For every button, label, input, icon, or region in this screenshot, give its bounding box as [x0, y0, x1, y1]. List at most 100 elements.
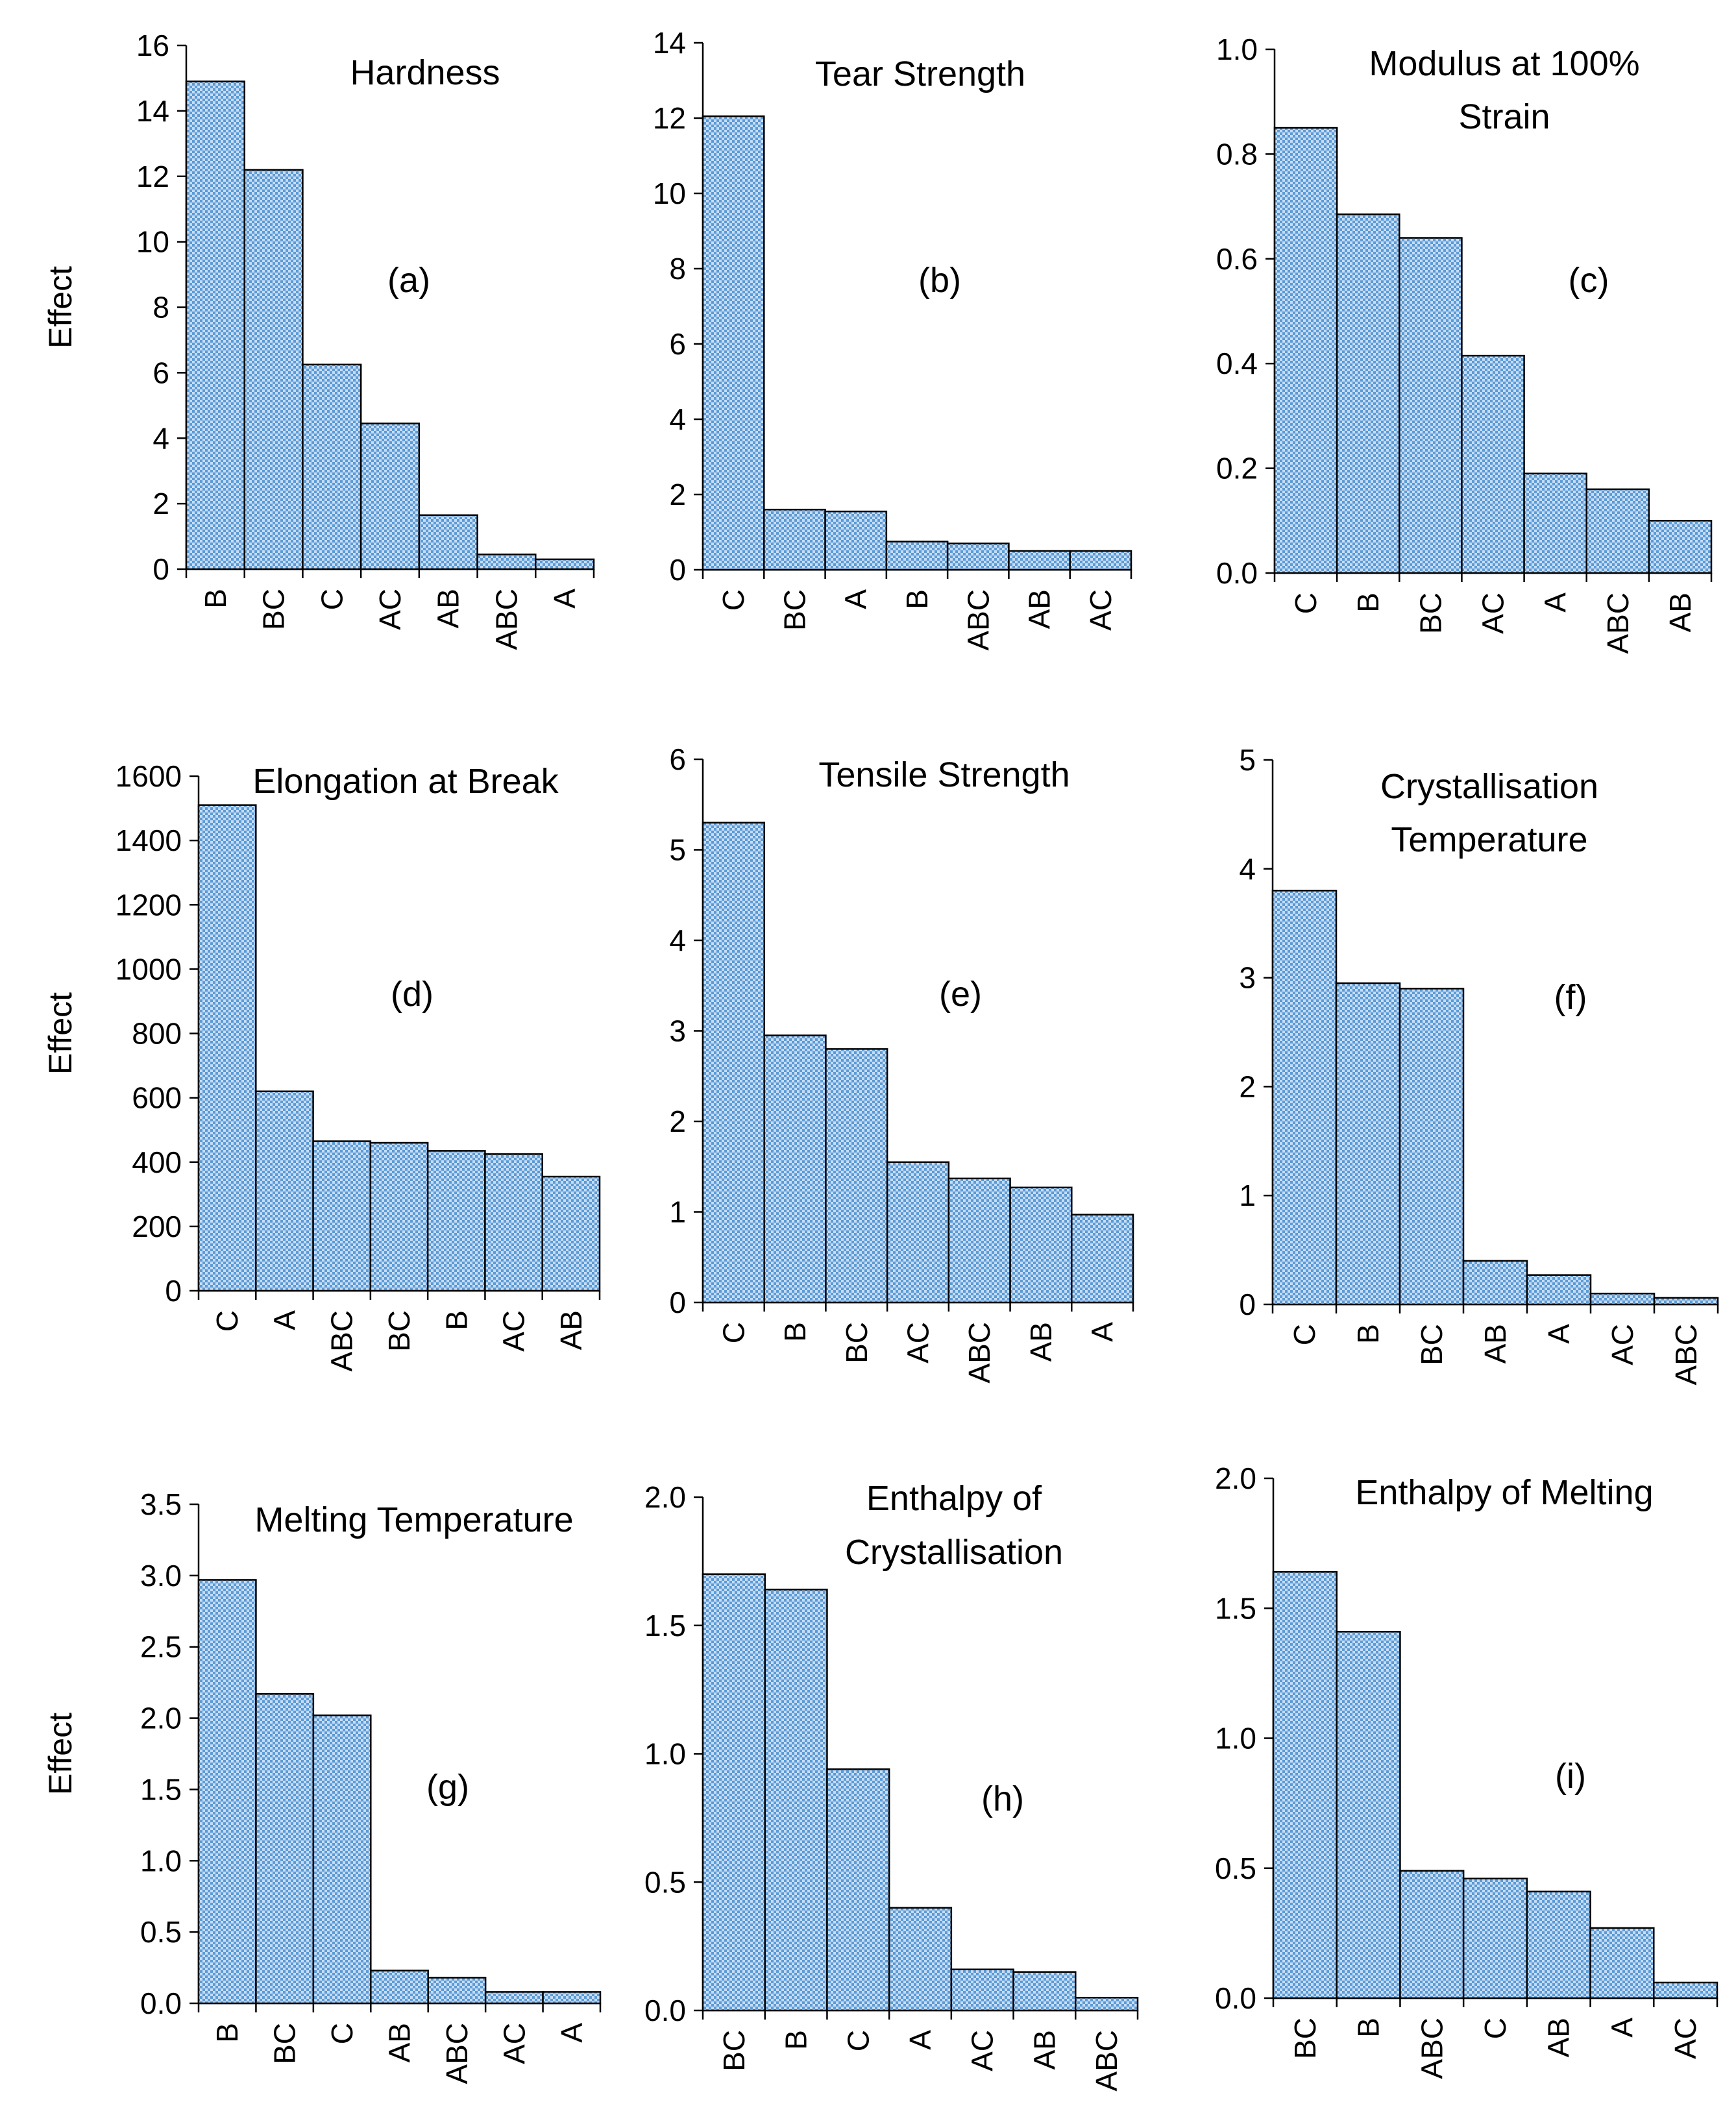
y-tick-label: 0.5: [644, 1865, 686, 1899]
bar-ab: [370, 1970, 429, 2005]
x-category-label: ABC: [961, 589, 995, 651]
x-category-label: AB: [1024, 1322, 1058, 1362]
bar-ac: [1653, 1981, 1718, 1999]
x-category-label: A: [903, 2030, 937, 2050]
y-tick-label: 1.0: [1215, 1722, 1256, 1755]
x-category-label: A: [1086, 1322, 1119, 1342]
bar-ac: [1461, 354, 1525, 574]
x-category-label: BC: [777, 589, 811, 631]
panel-label: (a): [387, 261, 430, 300]
chart-panel-c: 0.0 0.2 0.4 0.6 0.8 1.0 C B BC AC A ABC AB Modulus at…: [1216, 32, 1713, 654]
chart-title: Modulus at 100%: [1369, 44, 1639, 83]
bar-abc: [1075, 1996, 1139, 2012]
y-tick-label: 0: [669, 553, 686, 587]
bar-abc: [1585, 488, 1650, 574]
y-tick-label: 2: [669, 478, 686, 511]
y-tick-label: 1.5: [644, 1609, 686, 1643]
x-category-label: ABC: [1415, 2018, 1449, 2079]
x-category-label: AC: [901, 1322, 935, 1363]
y-tick-label: 1000: [116, 952, 182, 986]
x-category-label: B: [778, 1322, 812, 1342]
bar-bc: [243, 169, 304, 570]
x-category-label: C: [325, 2023, 359, 2044]
y-tick-label: 3.0: [140, 1559, 182, 1593]
x-category-label: B: [779, 2030, 813, 2050]
bar-b: [764, 1589, 828, 2012]
panel-label: (e): [939, 975, 982, 1014]
chart-panel-a: 0 2 4 6 8 10 12 14 16 B BC C AC AB ABC A Hardness (a) Effe…: [42, 29, 595, 650]
y-tick-label: 2: [669, 1105, 686, 1138]
bar-ac: [360, 422, 421, 570]
y-tick-label: 2: [153, 487, 169, 520]
y-tick-label: 0.0: [1216, 556, 1258, 590]
x-category-label: AC: [966, 2030, 999, 2071]
y-tick-label: 400: [132, 1145, 182, 1179]
bar-ab: [1526, 1890, 1591, 1999]
bar-a: [255, 1090, 314, 1292]
x-category-label: AB: [554, 1310, 588, 1350]
y-tick-label: 0.8: [1216, 137, 1258, 171]
x-category-label: BC: [1415, 1324, 1449, 1365]
bar-bc: [255, 1692, 315, 2005]
bar-ab: [541, 1175, 601, 1292]
bar-abc: [947, 1177, 1011, 1304]
y-tick-label: 8: [669, 252, 686, 286]
y-tick-label: 0.2: [1216, 452, 1258, 485]
y-tick-label: 0.0: [1215, 1981, 1256, 2015]
panel-label: (f): [1554, 978, 1587, 1017]
bar-b: [197, 1579, 257, 2005]
bar-bc: [1272, 1570, 1338, 1999]
y-axis-label: Effect: [42, 1713, 79, 1795]
y-tick-label: 1.5: [1215, 1591, 1256, 1625]
y-tick-label: 0: [1239, 1288, 1256, 1321]
y-tick-label: 2.0: [644, 1480, 686, 1514]
x-category-label: ABC: [1601, 592, 1635, 654]
bar-b: [1336, 213, 1400, 574]
y-tick-label: 5: [1239, 743, 1256, 777]
x-category-label: AC: [373, 589, 407, 630]
chart-panel-i: 0.0 0.5 1.0 1.5 2.0 BC B ABC C AB A AC Enthalpy of M…: [1215, 1461, 1718, 2079]
y-tick-label: 200: [132, 1210, 182, 1243]
bar-a: [1526, 1274, 1592, 1306]
y-tick-label: 1.0: [1216, 32, 1258, 66]
x-category-label: BC: [717, 2030, 751, 2071]
x-category-label: AB: [432, 589, 465, 628]
y-tick-label: 3.5: [140, 1487, 182, 1521]
bar-c: [312, 1714, 372, 2005]
y-tick-label: 0.5: [1215, 1851, 1256, 1885]
x-category-label: A: [1605, 2018, 1639, 2038]
x-category-label: C: [315, 589, 348, 610]
bar-ab: [1462, 1260, 1528, 1306]
y-tick-label: 1200: [116, 888, 182, 922]
x-category-label: BC: [268, 2023, 302, 2064]
x-category-label: B: [199, 589, 232, 609]
bar-b: [1336, 1631, 1401, 1999]
bar-ac: [1069, 550, 1132, 571]
x-category-label: ABC: [440, 2023, 474, 2084]
x-category-label: C: [1288, 1324, 1321, 1345]
x-category-label: AB: [1478, 1324, 1512, 1363]
y-tick-label: 0.4: [1216, 347, 1258, 380]
x-category-label: AC: [1669, 2018, 1702, 2059]
x-category-label: A: [548, 589, 581, 609]
bar-c: [826, 1768, 890, 2012]
y-tick-label: 0.0: [644, 1994, 686, 2027]
x-category-label: A: [1539, 592, 1572, 613]
bar-abc: [1399, 1870, 1465, 1999]
bar-ac: [484, 1153, 543, 1292]
bar-bc: [702, 1573, 766, 2012]
x-category-label: AB: [1027, 2030, 1061, 2070]
y-tick-label: 0: [669, 1286, 686, 1319]
x-category-label: AC: [497, 1310, 531, 1352]
bar-ab: [1009, 1186, 1073, 1304]
bar-a: [542, 1991, 602, 2005]
y-tick-label: 0.6: [1216, 242, 1258, 276]
bar-a: [888, 1907, 953, 2012]
chart-title: Enthalpy of: [866, 1479, 1042, 1518]
bar-c: [702, 822, 765, 1304]
bar-b: [1335, 982, 1401, 1306]
chart-panel-f: 0 1 2 3 4 5 C B BC AB A AC ABC Crystallisation Tempera…: [1239, 743, 1719, 1386]
